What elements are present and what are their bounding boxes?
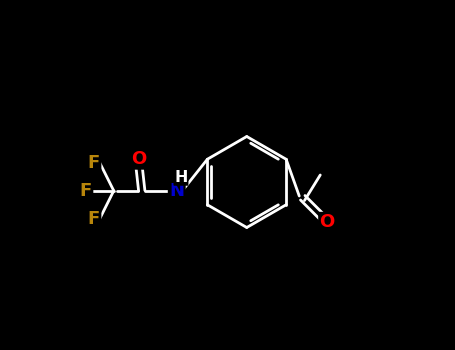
Text: F: F bbox=[88, 210, 100, 228]
Text: H: H bbox=[174, 170, 187, 185]
Text: F: F bbox=[80, 182, 92, 200]
Text: N: N bbox=[169, 182, 184, 200]
Text: O: O bbox=[319, 213, 335, 231]
Text: F: F bbox=[88, 154, 100, 172]
Text: O: O bbox=[131, 150, 146, 168]
